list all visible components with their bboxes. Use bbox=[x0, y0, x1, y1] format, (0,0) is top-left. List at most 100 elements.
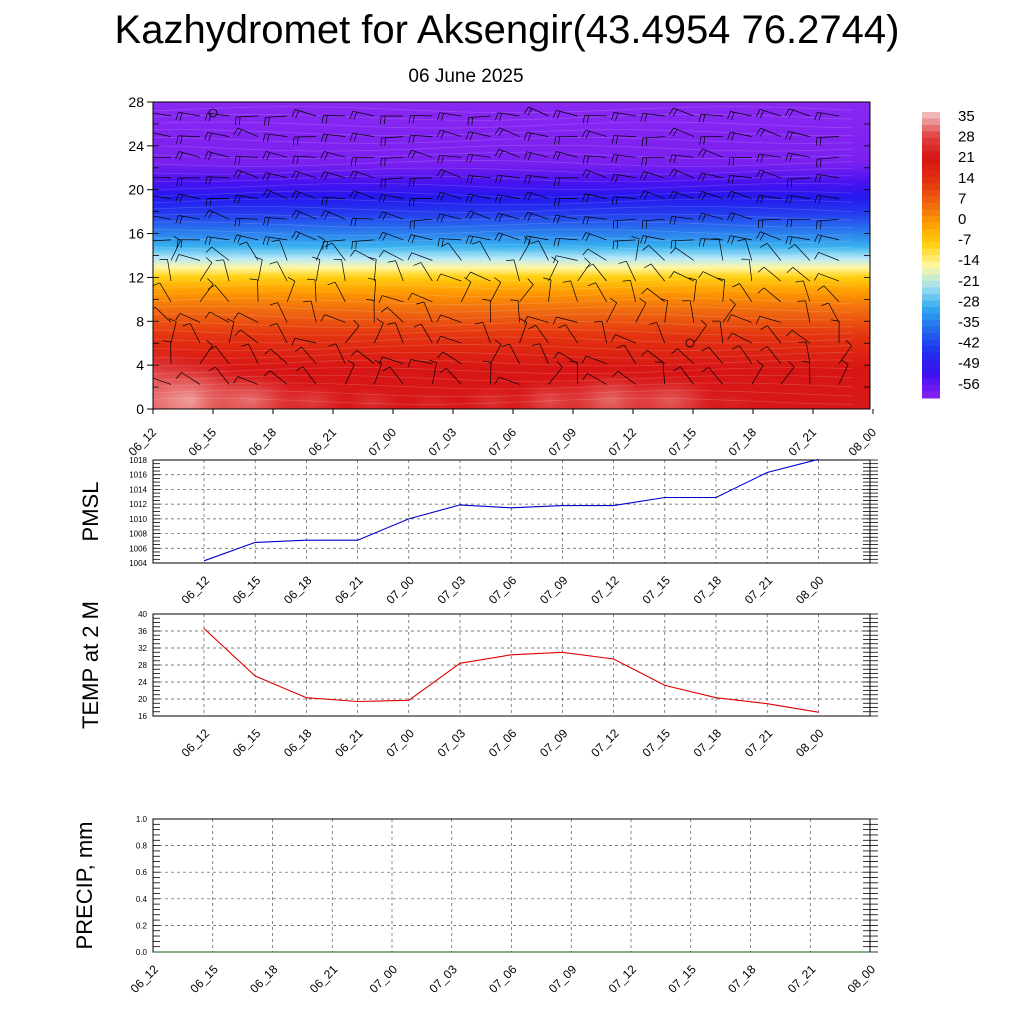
wind-barb-flag bbox=[384, 137, 386, 146]
wind-barb-shaft bbox=[623, 344, 636, 364]
wind-barb bbox=[756, 315, 781, 324]
wind-barb bbox=[205, 176, 230, 185]
wind-barb bbox=[380, 177, 404, 188]
wind-barb-flag bbox=[465, 235, 470, 244]
wind-barb bbox=[554, 177, 578, 186]
wind-barb-flag bbox=[237, 129, 242, 137]
wind-barb-flag bbox=[785, 108, 790, 116]
wind-barb-flag bbox=[527, 152, 532, 161]
wind-barb bbox=[234, 218, 259, 227]
wind-barb-shaft bbox=[310, 300, 317, 323]
wind-barb-flag bbox=[264, 348, 271, 355]
wind-barb-flag bbox=[643, 192, 649, 200]
wind-barb-shaft bbox=[817, 194, 840, 199]
wind-barb bbox=[168, 318, 177, 344]
wind-barb-shaft bbox=[675, 247, 695, 261]
wind-barb bbox=[581, 232, 607, 241]
wind-barb-shaft bbox=[792, 267, 811, 282]
wind-barb-flag bbox=[788, 360, 795, 368]
wind-barb-flag bbox=[586, 115, 589, 124]
contour-line bbox=[153, 313, 854, 321]
wind-barb-shaft bbox=[805, 300, 811, 323]
wind-barb bbox=[373, 318, 384, 344]
wind-barb bbox=[698, 172, 723, 182]
wind-barb-shaft bbox=[519, 322, 528, 344]
contour-line bbox=[153, 121, 854, 129]
wind-barb-shaft bbox=[499, 127, 520, 137]
wind-barb bbox=[524, 235, 549, 245]
pmsl-x-tick-label: 07_12 bbox=[588, 573, 622, 607]
wind-barb-shaft bbox=[301, 346, 317, 364]
wind-barb bbox=[814, 194, 840, 204]
wind-barb-flag bbox=[382, 366, 391, 372]
wind-barb bbox=[349, 170, 375, 180]
wind-barb-shaft bbox=[314, 279, 317, 302]
temp2m-x-tick-label: 07_12 bbox=[588, 726, 622, 760]
wind-barb-shaft bbox=[373, 259, 377, 282]
colorbar-box bbox=[922, 300, 940, 308]
precip-x-tick-label: 07_06 bbox=[486, 962, 520, 996]
contour-line bbox=[153, 336, 854, 344]
wind-barb-flag bbox=[639, 190, 645, 199]
wind-barb-flag bbox=[320, 314, 326, 322]
wind-barb-flag bbox=[698, 271, 704, 279]
wind-barb-shaft bbox=[498, 232, 520, 241]
wind-barb-flag bbox=[786, 329, 793, 337]
wind-barb-shaft bbox=[693, 279, 697, 302]
wind-barb-flag bbox=[325, 115, 328, 124]
wind-barb bbox=[349, 249, 375, 261]
wind-barb bbox=[611, 135, 636, 144]
wind-barb-shaft bbox=[382, 356, 404, 365]
wind-barb bbox=[519, 318, 528, 344]
wind-barb bbox=[641, 136, 665, 147]
wind-barb-flag bbox=[440, 193, 445, 201]
contour-line bbox=[153, 367, 854, 374]
wind-barb-shaft bbox=[615, 334, 636, 344]
wind-barb bbox=[490, 277, 502, 302]
wind-barb bbox=[669, 216, 694, 225]
wind-barb-shaft bbox=[295, 209, 317, 220]
wind-barb-shaft bbox=[570, 280, 578, 302]
wind-barb-flag bbox=[266, 134, 270, 143]
wind-barb-flag bbox=[180, 177, 183, 186]
wind-barb-flag bbox=[789, 236, 793, 245]
wind-barb-flag bbox=[269, 302, 278, 306]
wind-barb-flag bbox=[759, 233, 765, 241]
wind-barb-shaft bbox=[759, 315, 781, 323]
wind-barb-shaft bbox=[279, 239, 288, 261]
wind-barb-flag bbox=[262, 133, 266, 142]
wind-barb bbox=[756, 231, 782, 241]
wind-barb bbox=[671, 348, 695, 364]
wind-barb-flag bbox=[523, 191, 528, 200]
wind-barb-flag bbox=[436, 213, 441, 222]
wind-barb bbox=[838, 359, 849, 385]
wind-barb bbox=[631, 236, 640, 261]
pmsl-y-tick-label: 1008 bbox=[129, 530, 147, 539]
heatmap-x-tick-label: 07_15 bbox=[666, 425, 700, 459]
wind-barb-flag bbox=[179, 216, 183, 224]
wind-barb-flag bbox=[267, 217, 270, 226]
wind-barb-flag bbox=[263, 370, 271, 377]
wind-barb-shaft bbox=[373, 279, 377, 302]
wind-barb-flag bbox=[409, 221, 411, 230]
wind-barb-flag bbox=[380, 158, 382, 167]
wind-barb-flag bbox=[320, 171, 325, 179]
wind-barb-flag bbox=[523, 151, 528, 160]
wind-barb-shaft bbox=[344, 364, 355, 385]
wind-barb-shaft bbox=[788, 235, 810, 241]
wind-barb-shaft bbox=[209, 311, 230, 323]
wind-barb-flag bbox=[376, 318, 384, 324]
wind-barb-flag bbox=[702, 114, 706, 123]
wind-barb-flag bbox=[584, 257, 591, 264]
wind-barb-flag bbox=[669, 127, 674, 135]
wind-barb bbox=[380, 307, 404, 323]
wind-barb-flag bbox=[554, 136, 556, 145]
wind-barb bbox=[351, 239, 375, 250]
heatmap-y-tick-label: 4 bbox=[136, 357, 144, 373]
surface-warm-anomaly bbox=[271, 380, 354, 409]
surface-warm-anomaly bbox=[616, 371, 726, 409]
wind-barb bbox=[616, 344, 636, 364]
heatmap-y-tick-label: 8 bbox=[136, 313, 144, 329]
wind-barb bbox=[240, 343, 259, 364]
wind-barb-flag bbox=[436, 129, 441, 138]
